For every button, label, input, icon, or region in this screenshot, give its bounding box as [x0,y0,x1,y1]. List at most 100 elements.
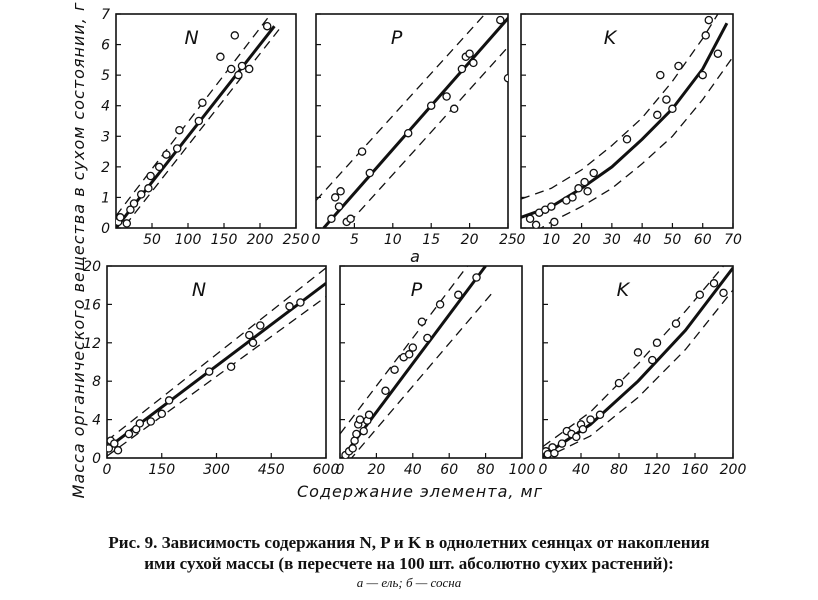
panel-p-a-point [426,101,436,110]
figure-caption: Рис. 9. Зависимость содержания N, P и K … [0,532,818,592]
panel-p-a-xtick-label: 5 [350,232,359,248]
panel-n-a-ytick-label: 6 [101,38,110,54]
panel-k-b-plot-area [543,266,733,458]
panel-n-b-ytick-label: 0 [92,451,101,467]
panel-n-b-point [146,417,156,426]
panel-k-a-xtick-label: 10 [542,232,560,248]
panel-n-a-point [175,125,184,135]
panel-p-a-point [327,214,336,224]
panel-p-a-xtick-label: 10 [384,232,402,248]
panel-p-b-xtick-label: 0 [336,462,345,478]
panel-p-a-point [457,64,467,74]
panel-k-a-point [701,31,710,40]
panel-k-a-point [580,177,589,187]
panel-k-b-xtick-label: 40 [572,462,590,478]
panel-k-a-xtick-label: 40 [633,232,651,248]
panel-n-b-fit-line [107,282,326,450]
panel-k-a-point [668,104,677,114]
panel-p-a-fit-line [322,16,508,228]
panel-k-b-point [595,410,605,420]
panel-p-a-frame [315,13,509,229]
panel-p-a-point [357,147,367,156]
panel-k-a-plot-area [521,14,733,228]
panel-p-a-lower-bound [343,46,508,228]
panel-n-a-point [234,70,243,80]
panel-n-a-ytick-label: 7 [101,7,110,23]
panel-p-a-xtick-label: 15 [422,232,440,248]
panel-k-a-fit-line [521,22,729,219]
y-axis-title: Масса органического вещества в сухом сос… [69,2,88,499]
panel-n-a-point [172,144,182,153]
panel-n-b-xtick-label: 150 [148,462,175,478]
panel-n-b-point [204,367,214,376]
panel-k-a-point [653,110,662,120]
panel-n-a-ytick-label: 1 [101,190,110,206]
panel-n-a-xtick-label: 250 [283,232,310,248]
panel-k-b-fit-line [543,266,733,458]
panel-k-a-point [622,135,632,144]
panel-n-a-point [136,190,146,199]
panel-p-b-xtick-label: 60 [440,462,458,478]
panel-p-b-frame [339,265,523,459]
panel-p-a-point [346,214,355,224]
panel-n-a-point [146,171,155,181]
panel-n-b-xtick-label: 450 [258,462,285,478]
panel-k-b-point [671,319,681,328]
panel-p-b-point [381,386,390,396]
panel-p-a-plot-area [316,14,508,228]
panel-n-b-point [245,330,254,340]
panel-k-a-point [583,187,592,196]
panel-p-b-point [352,429,361,439]
panel-p-b-point [390,365,399,374]
panel-p-a-point [365,168,375,178]
panel-k-b-point [709,279,719,288]
panel-n-a-point [162,150,171,159]
panel-n-a: N 50 100 150 200 250 0 1 2 3 4 5 6 7 [101,7,309,248]
panel-k-a-xtick-label: 50 [664,232,682,248]
panel-k-a-point [531,220,541,228]
panel-k-a-point [656,70,665,80]
panel-k-a-point [674,61,683,71]
panel-k-b-xtick-label: 160 [682,462,709,478]
panel-p-b-xtick-label: 100 [509,462,536,478]
panel-n-b-point [248,338,258,348]
panel-p-b-xtick-label: 40 [404,462,422,478]
panel-n-a-point [237,61,247,71]
panel-n-b-title: N [192,279,206,301]
panel-k-a-xtick-label: 30 [603,232,621,248]
panel-p-a-upper-bound [316,14,486,201]
panel-p-a-point [442,92,451,101]
panel-p-a-point [330,193,340,202]
panel-k-b-point [572,432,581,442]
panel-k-b-xtick-label: 80 [610,462,628,478]
panel-k-a-point [704,15,714,25]
panel-k-a-xtick-label: 70 [724,232,742,248]
panel-p-a-point [465,49,474,58]
panel-p-a-title: P [391,27,403,49]
panel-n-b-point [285,302,294,311]
panel-k-b-point [652,338,662,348]
panel-k-a-xtick-label: 60 [694,232,712,248]
panel-n-b-point [124,429,134,439]
panel-p-a-point [469,58,478,68]
panel-n-a-point [116,213,125,222]
panel-k-a-point [550,217,559,227]
panel-p-b-point [408,343,418,352]
panel-n-b-ytick-label: 4 [92,413,101,429]
panel-k-b-title: K [617,279,631,301]
panel-n-b-xtick-label: 300 [203,462,230,478]
panel-n-a-xtick-label: 200 [247,232,274,248]
panel-p-b-point [417,317,427,326]
panel-k-b-point [586,415,595,424]
panel-n-b-plot-area [107,267,326,457]
panel-p-b-point [472,273,481,282]
panel-p-b-upper-bound [340,266,468,435]
panel-n-a-point [144,184,153,193]
panel-n-a-point [244,64,254,74]
panel-n-a-upper-bound [116,14,272,217]
panel-k-b-xtick-label: 200 [720,462,747,478]
panel-p-a-xtick-label: 25 [499,232,517,248]
panel-k-a-point [525,214,535,224]
panel-k-b-point [648,355,657,365]
